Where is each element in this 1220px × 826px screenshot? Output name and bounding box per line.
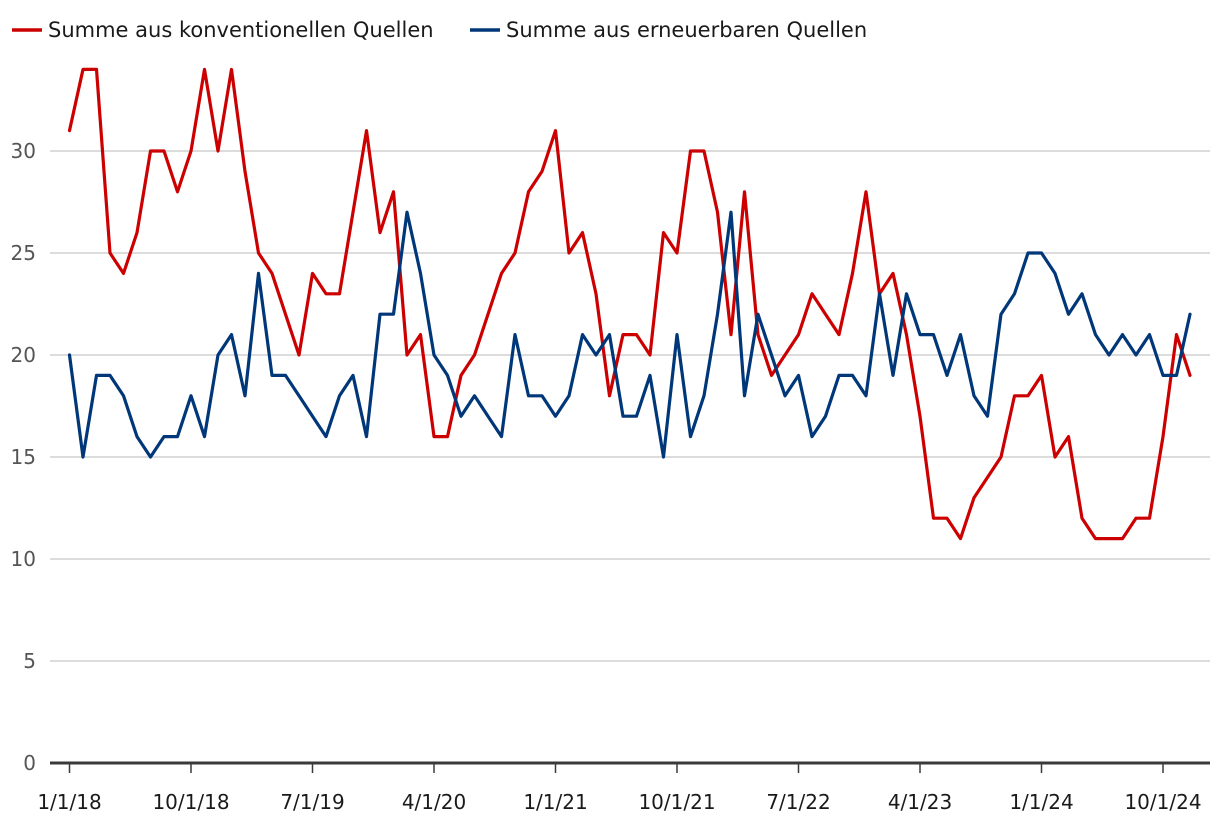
y-tick-label: 15 (11, 445, 36, 469)
series-lines (67, 67, 1192, 541)
x-tick-label: 4/1/23 (888, 790, 952, 814)
y-tick-label: 10 (11, 547, 36, 571)
legend-label-konventionell: Summe aus konventionellen Quellen (48, 18, 434, 42)
x-tick-label: 1/1/21 (523, 790, 587, 814)
y-tick-label: 0 (23, 751, 36, 775)
x-axis: 1/1/18 10/1/18 7/1/19 4/1/20 1/1/21 10/1/21 7/… (37, 761, 1210, 814)
x-tick-label: 10/1/21 (638, 790, 715, 814)
y-axis-ticks: 0 5 10 15 20 25 30 (11, 139, 36, 775)
x-tick-label: 1/1/24 (1009, 790, 1073, 814)
x-tick-label: 4/1/20 (402, 790, 466, 814)
gridlines (50, 150, 1210, 662)
series-line-erneuerbar (67, 210, 1192, 459)
x-tick-label: 10/1/18 (152, 790, 229, 814)
y-tick-label: 30 (11, 139, 36, 163)
y-tick-label: 5 (23, 649, 36, 673)
x-tick-label: 7/1/22 (766, 790, 830, 814)
y-tick-label: 20 (11, 343, 36, 367)
legend: Summe aus konventionellen Quellen Summe … (12, 18, 867, 42)
x-tick-label: 10/1/24 (1124, 790, 1201, 814)
legend-label-erneuerbar: Summe aus erneuerbaren Quellen (506, 18, 867, 42)
x-tick-label: 1/1/18 (37, 790, 101, 814)
x-tick-label: 7/1/19 (280, 790, 344, 814)
y-tick-label: 25 (11, 241, 36, 265)
series-line-konventionell (67, 67, 1192, 541)
